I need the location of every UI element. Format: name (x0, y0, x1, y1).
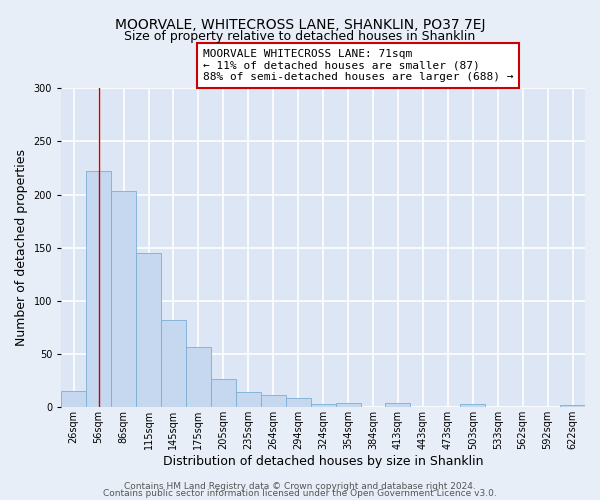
Bar (61, 391, 86, 407)
Bar (261, 395, 286, 407)
Bar (136, 253, 161, 407)
Text: Contains public sector information licensed under the Open Government Licence v3: Contains public sector information licen… (103, 490, 497, 498)
Bar (161, 320, 186, 407)
Text: Size of property relative to detached houses in Shanklin: Size of property relative to detached ho… (124, 30, 476, 43)
Bar (460, 404, 485, 407)
Bar (560, 404, 585, 407)
Bar (236, 392, 261, 407)
Bar (286, 398, 311, 407)
Bar (111, 192, 136, 407)
Text: MOORVALE WHITECROSS LANE: 71sqm
← 11% of detached houses are smaller (87)
88% of: MOORVALE WHITECROSS LANE: 71sqm ← 11% of… (203, 49, 513, 82)
Text: MOORVALE, WHITECROSS LANE, SHANKLIN, PO37 7EJ: MOORVALE, WHITECROSS LANE, SHANKLIN, PO3… (115, 18, 485, 32)
Bar (311, 404, 335, 407)
X-axis label: Distribution of detached houses by size in Shanklin: Distribution of detached houses by size … (163, 454, 484, 468)
Bar (186, 348, 211, 407)
Bar (86, 171, 111, 407)
Bar (211, 379, 236, 407)
Text: Contains HM Land Registry data © Crown copyright and database right 2024.: Contains HM Land Registry data © Crown c… (124, 482, 476, 491)
Bar (335, 402, 361, 407)
Y-axis label: Number of detached properties: Number of detached properties (15, 149, 28, 346)
Bar (385, 402, 410, 407)
